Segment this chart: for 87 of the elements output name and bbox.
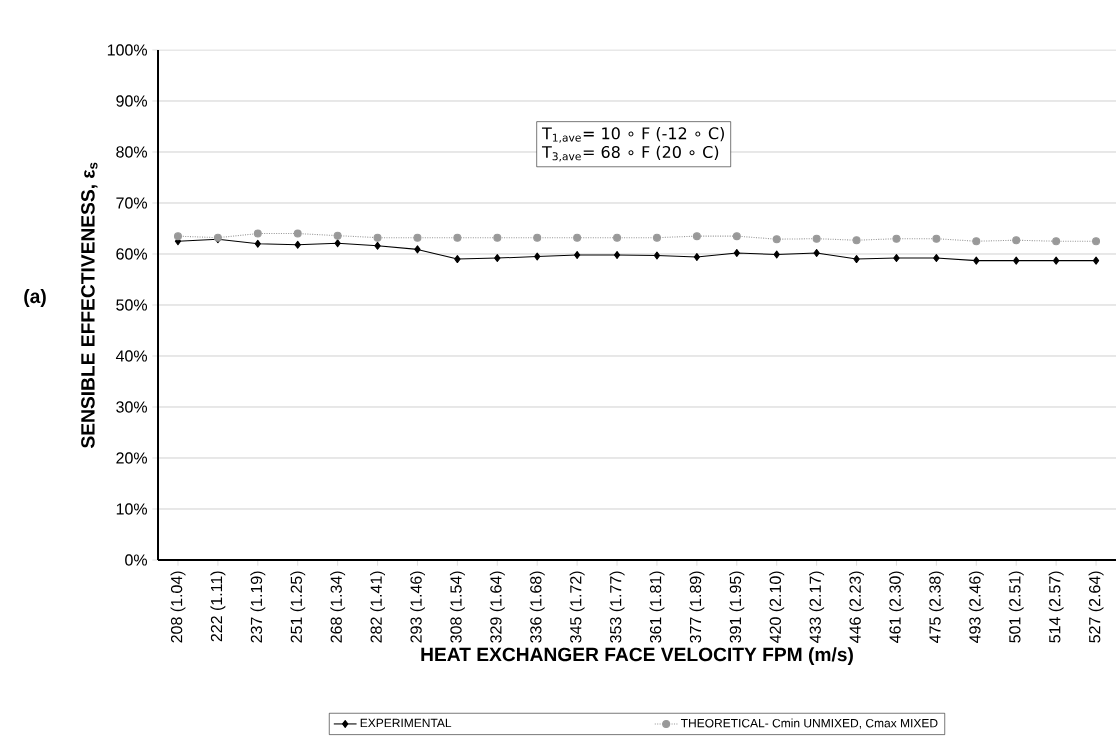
point: [813, 248, 820, 257]
x-tick-label: 208 (1.04): [170, 571, 186, 643]
point: [693, 253, 701, 262]
x-tick-label: 391 (1.95): [729, 571, 745, 643]
x-tick-label: 514 (2.57): [1048, 571, 1064, 643]
x-tick-label: 268 (1.34): [330, 571, 346, 643]
point: [454, 255, 461, 264]
x-tick-label: 336 (1.68): [529, 571, 545, 643]
x-tick-label: 251 (1.25): [290, 571, 306, 643]
point: [294, 240, 301, 249]
x-tick-label: 493 (2.46): [968, 571, 984, 643]
point: [613, 233, 622, 242]
point: [254, 239, 261, 248]
point: [853, 255, 860, 264]
point: [732, 232, 741, 241]
x-tick-label: 293 (1.46): [410, 571, 425, 643]
point: [573, 251, 581, 260]
point: [1013, 256, 1020, 265]
point: [374, 241, 381, 250]
point: [414, 245, 421, 254]
x-tick-label: 329 (1.64): [489, 571, 505, 643]
y-tick-label: 10%: [116, 503, 148, 515]
x-tick-label: 475 (2.38): [928, 571, 944, 643]
x-tick-label: 237 (1.19): [250, 571, 266, 643]
x-tick-label: 353 (1.77): [609, 571, 625, 643]
point: [973, 256, 980, 265]
x-tick-label: 420 (2.10): [769, 571, 785, 643]
text: (a): [24, 289, 46, 307]
point: [972, 237, 981, 246]
annotation: T$_{3,ave}$= 68 ∘ F (20 ∘ C): [541, 145, 719, 162]
point: [893, 254, 900, 263]
x-tick-label: 345 (1.72): [569, 571, 585, 643]
x-tick-label: 222 (1.11): [210, 571, 226, 642]
legend-label: THEORETICAL- Cmin UNMIXED, Cmax MIXED: [680, 718, 938, 729]
point: [892, 234, 901, 243]
y-tick-label: 0%: [125, 554, 148, 566]
y-tick-label: 60%: [116, 248, 148, 260]
point: [613, 251, 621, 260]
x-tick-label: 377 (1.89): [689, 571, 705, 643]
point: [373, 233, 382, 242]
y-tick-label: 50%: [116, 299, 148, 311]
point: [573, 233, 582, 242]
point: [1052, 256, 1060, 265]
point: [653, 251, 661, 260]
y-tick-label: 100%: [107, 44, 148, 56]
point: [1092, 256, 1100, 265]
point: [1052, 237, 1061, 246]
point: [772, 235, 781, 244]
x-tick-label: 282 (1.41): [370, 571, 385, 643]
point: [533, 233, 542, 242]
x-tick-label: 308 (1.54): [449, 571, 465, 643]
y-tick-label: 70%: [116, 197, 148, 209]
point: [1092, 237, 1101, 246]
point: [652, 233, 661, 242]
point: [773, 250, 780, 259]
y-axis-title: SENSIBLE EFFECTIVENESS, ε$_{s}$: [81, 162, 98, 448]
y-tick-label: 90%: [116, 95, 148, 107]
point: [494, 254, 501, 263]
point: [293, 229, 302, 238]
y-tick-label: 30%: [116, 401, 148, 413]
x-tick-label: 361 (1.81): [649, 571, 665, 643]
x-tick-label: 461 (2.30): [889, 571, 904, 643]
x-axis-title: HEAT EXCHANGER FACE VELOCITY FPM (m/s): [421, 647, 853, 666]
y-tick-label: 40%: [115, 350, 148, 362]
point: [534, 252, 541, 261]
point: [334, 239, 341, 248]
point: [253, 229, 262, 238]
point: [812, 234, 821, 243]
point: [933, 254, 940, 263]
point: [852, 236, 861, 245]
point: [413, 233, 422, 242]
point: [453, 233, 462, 242]
point: [733, 248, 740, 257]
point: [173, 232, 182, 241]
y-tick-label: 20%: [116, 452, 148, 464]
y-tick-label: 80%: [116, 146, 148, 158]
legend-label: EXPERIMENTAL: [360, 718, 452, 728]
point: [493, 233, 502, 242]
annotation: T$_{1,ave}$= 10 ∘ F (-12 ∘ C): [541, 127, 724, 143]
point: [692, 232, 701, 241]
x-tick-label: 446 (2.23): [849, 571, 864, 643]
point: [1012, 236, 1021, 245]
x-tick-label: 527 (2.64): [1088, 571, 1104, 643]
point: [333, 231, 342, 240]
point: [932, 234, 941, 243]
x-tick-label: 501 (2.51): [1008, 571, 1024, 643]
x-tick-label: 433 (2.17): [809, 571, 825, 643]
